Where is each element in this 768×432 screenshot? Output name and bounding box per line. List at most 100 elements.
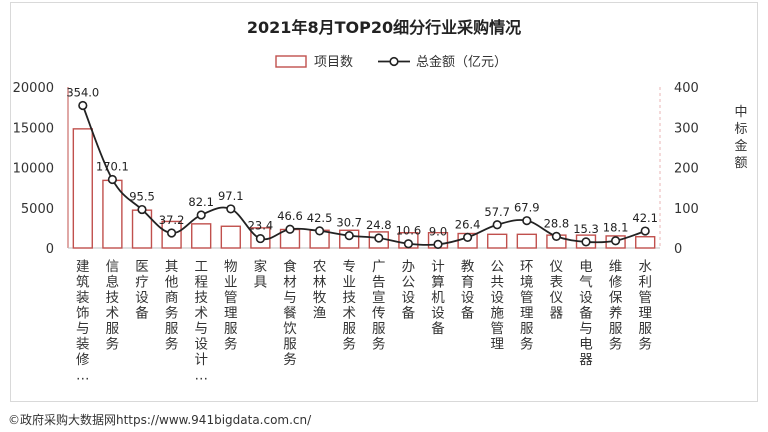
x-tick-label-char: 与: [283, 290, 297, 306]
x-tick-label-char: 电: [579, 337, 593, 353]
bar: [220, 225, 241, 249]
x-tick-label-char: 备: [402, 305, 416, 322]
x-tick-label-char: 程: [194, 275, 208, 291]
data-label: 97.1: [218, 189, 244, 203]
line-point: [463, 232, 473, 242]
x-tick-label-char: 装: [76, 290, 90, 306]
x-tick-label-char: 务: [165, 306, 179, 322]
x-tick-label-char: 服: [342, 321, 356, 337]
x-tick-label-char: 表: [550, 275, 564, 291]
x-tick-label-char: 保: [609, 290, 623, 306]
data-label: 24.8: [366, 218, 392, 232]
x-tick-label-char: 服: [224, 321, 238, 337]
y-right-axis-title-char: 中: [734, 105, 747, 120]
line-point: [315, 226, 325, 236]
data-label: 15.3: [573, 222, 599, 236]
x-tick-label-char: 务: [106, 337, 120, 353]
x-tick-label-char: 广: [372, 259, 386, 275]
line-point: [196, 210, 206, 220]
x-tick-label-char: 设: [579, 290, 593, 306]
x-tick-label-char: 修: [609, 275, 623, 291]
line-point: [344, 231, 354, 241]
y-left-tick-label: 0: [46, 242, 54, 257]
line-point: [167, 228, 177, 238]
x-tick-label-char: 与: [194, 321, 208, 337]
x-tick-label-char: 术: [106, 306, 120, 322]
bar: [191, 223, 212, 249]
x-tick-label-char: 服: [520, 321, 534, 337]
x-tick-label-char: 工: [194, 259, 208, 275]
data-label: 354.0: [66, 86, 99, 100]
x-tick-label-char: 理: [520, 306, 534, 322]
line-point: [285, 224, 295, 234]
y-right-tick-label: 300: [674, 121, 699, 136]
x-tick-label-char: 术: [194, 306, 208, 322]
x-tick-label-char: 设: [461, 290, 475, 306]
x-tick-label-char: 设: [135, 290, 149, 306]
x-tick-label-char: 业: [342, 275, 356, 291]
x-tick-label-char: 气: [579, 275, 593, 291]
x-tick-label-char: …: [76, 368, 90, 384]
x-tick-label-char: 理: [224, 306, 238, 322]
line-point: [255, 233, 266, 244]
x-tick-label-char: 务: [638, 337, 652, 353]
x-tick-label-char: 他: [165, 275, 179, 291]
x-tick-label-char: 公: [402, 275, 416, 291]
x-tick-label-char: 农: [313, 259, 327, 275]
x-tick-label-char: 林: [313, 275, 327, 291]
data-label: 42.1: [632, 211, 658, 225]
x-tick-label-char: 务: [372, 337, 386, 353]
y-left-tick-label: 10000: [13, 162, 54, 177]
data-label: 42.5: [307, 211, 333, 225]
y-right-axis-title-char: 标: [734, 122, 747, 137]
x-tick-label-char: 管: [520, 290, 534, 306]
x-tick-label-char: 家: [254, 258, 268, 275]
x-tick-label-char: 业: [224, 275, 238, 291]
data-label: 10.6: [396, 224, 422, 238]
chart-title: 2021年8月TOP20细分行业采购情况: [246, 18, 522, 37]
x-tick-label-char: 利: [638, 275, 652, 291]
x-tick-label-char: 公: [490, 259, 504, 275]
data-label: 30.7: [336, 216, 362, 230]
x-tick-label-char: 仪: [550, 290, 564, 306]
x-tick-label-char: 务: [520, 337, 534, 353]
x-tick-label-char: 告: [372, 275, 386, 291]
line-point: [492, 220, 502, 230]
x-tick-label-char: 服: [638, 321, 652, 337]
x-tick-label-char: 务: [165, 337, 179, 353]
data-label: 46.6: [277, 209, 303, 223]
x-tick-label-char: 疗: [135, 275, 149, 291]
x-tick-label-char: 其: [165, 259, 179, 275]
x-tick-label-char: 水: [638, 259, 652, 275]
data-label: 170.1: [96, 160, 129, 174]
x-tick-label-char: 渔: [313, 306, 327, 322]
x-tick-label-char: 服: [609, 321, 623, 337]
x-tick-label-char: 境: [520, 275, 534, 291]
x-tick-label-char: 服: [165, 321, 179, 337]
x-tick-label-char: 备: [431, 320, 445, 337]
x-tick-label-char: 与: [579, 321, 593, 337]
x-tick-label-char: 维: [609, 259, 623, 275]
x-tick-label-char: 术: [342, 306, 356, 322]
x-tick-label-char: 商: [165, 290, 179, 306]
y-left-tick-label: 5000: [21, 202, 54, 217]
line-point: [78, 100, 88, 111]
chart-frame: [10, 2, 758, 402]
bar: [487, 233, 508, 249]
x-tick-label-char: 育: [461, 275, 475, 291]
x-tick-label-char: 备: [135, 305, 149, 322]
x-tick-label-char: 物: [224, 259, 238, 275]
x-tick-label-char: 技: [106, 290, 120, 306]
line-point: [137, 204, 147, 215]
data-label: 67.9: [514, 201, 540, 215]
x-tick-label-char: 传: [372, 306, 386, 322]
legend-swatch-bar: [275, 55, 307, 68]
x-tick-label-char: 仪: [550, 259, 564, 275]
data-label: 37.2: [159, 213, 185, 227]
x-tick-label-char: 管: [490, 321, 504, 337]
x-tick-label-char: 计: [194, 352, 208, 368]
x-tick-label-char: 牧: [313, 290, 327, 306]
x-tick-label-char: 环: [520, 259, 534, 275]
x-tick-label-char: 机: [431, 290, 445, 306]
